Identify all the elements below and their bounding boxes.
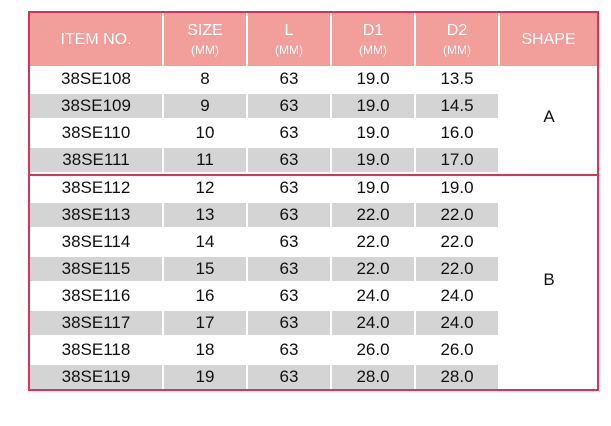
cell-d1: 19.0 xyxy=(356,123,390,142)
cell-item: 38SE111 xyxy=(30,148,162,172)
header-d1: D1 (MM) xyxy=(332,13,414,66)
header-unit: (MM) xyxy=(191,43,219,57)
spec-table: ITEM NO. SIZE (MM) L (MM) D1 (MM) D2 (MM… xyxy=(28,11,599,391)
cell-item: 38SE119 xyxy=(30,365,162,389)
cell-d2: 28.0 xyxy=(416,365,498,389)
cell-size: 9 xyxy=(164,94,246,118)
cell-size: 15 xyxy=(164,257,246,281)
shape-b: B xyxy=(543,270,555,289)
cell-l: 63 xyxy=(248,311,330,335)
cell-d1: 19.0 xyxy=(356,178,390,197)
cell-d2: 16.0 xyxy=(440,123,474,142)
cell-d2: 24.0 xyxy=(416,311,498,335)
cell-d1: 19.0 xyxy=(356,69,390,88)
cell-l: 63 xyxy=(248,94,330,118)
cell-d1: 19.0 xyxy=(332,94,414,118)
cell-l: 63 xyxy=(279,69,299,88)
cell-size: 8 xyxy=(200,69,210,88)
header-label: SHAPE xyxy=(521,30,576,48)
cell-item: 38SE108 xyxy=(61,69,131,88)
table-header: ITEM NO. SIZE (MM) L (MM) D1 (MM) D2 (MM… xyxy=(30,13,597,66)
header-label: SIZE xyxy=(187,22,223,39)
cell-l: 63 xyxy=(248,148,330,172)
table-row: 38SE108 8 63 19.0 13.5 xyxy=(30,67,498,94)
cell-d1: 24.0 xyxy=(332,311,414,335)
cell-size: 11 xyxy=(164,148,246,172)
header-unit: (MM) xyxy=(359,43,387,57)
cell-item: 38SE113 xyxy=(30,203,162,227)
header-l: L (MM) xyxy=(248,13,330,66)
table-row: 38SE113 13 63 22.0 22.0 xyxy=(30,203,498,230)
table-row: 38SE116 16 63 24.0 24.0 xyxy=(30,284,498,311)
cell-size: 10 xyxy=(195,123,215,142)
header-item-no: ITEM NO. xyxy=(30,13,162,66)
cell-item: 38SE117 xyxy=(30,311,162,335)
cell-item: 38SE109 xyxy=(30,94,162,118)
cell-d2: 26.0 xyxy=(440,340,474,359)
header-label: ITEM NO. xyxy=(60,30,132,48)
cell-d1: 19.0 xyxy=(332,148,414,172)
cell-size: 14 xyxy=(195,232,215,251)
cell-d2: 19.0 xyxy=(440,178,474,197)
cell-item: 38SE112 xyxy=(61,178,131,197)
table-row: 38SE114 14 63 22.0 22.0 xyxy=(30,230,498,257)
cell-d1: 24.0 xyxy=(356,286,390,305)
shape-a: A xyxy=(543,107,555,126)
cell-d2: 22.0 xyxy=(416,257,498,281)
cell-d2: 22.0 xyxy=(440,232,474,251)
cell-size: 12 xyxy=(195,178,215,197)
cell-d2: 17.0 xyxy=(416,148,498,172)
cell-size: 19 xyxy=(164,365,246,389)
cell-d1: 26.0 xyxy=(356,340,390,359)
header-label: L xyxy=(284,22,294,39)
cell-size: 16 xyxy=(195,286,215,305)
cell-l: 63 xyxy=(248,365,330,389)
cell-d1: 22.0 xyxy=(332,203,414,227)
table-row: 38SE119 19 63 28.0 28.0 xyxy=(30,365,498,392)
cell-d1: 22.0 xyxy=(332,257,414,281)
header-shape: SHAPE xyxy=(500,13,597,66)
cell-d2: 22.0 xyxy=(416,203,498,227)
cell-d1: 22.0 xyxy=(356,232,390,251)
cell-size: 17 xyxy=(164,311,246,335)
cell-d2: 14.5 xyxy=(416,94,498,118)
cell-item: 38SE116 xyxy=(61,286,131,305)
cell-size: 13 xyxy=(164,203,246,227)
table-row: 38SE110 10 63 19.0 16.0 xyxy=(30,121,498,148)
cell-size: 18 xyxy=(195,340,215,359)
table-row: 38SE112 12 63 19.0 19.0 xyxy=(30,176,498,203)
header-unit: (MM) xyxy=(443,43,471,57)
cell-item: 38SE110 xyxy=(61,123,131,142)
cell-l: 63 xyxy=(279,178,299,197)
cell-l: 63 xyxy=(248,203,330,227)
cell-l: 63 xyxy=(279,286,299,305)
cell-l: 63 xyxy=(279,123,299,142)
header-unit: (MM) xyxy=(275,43,303,57)
header-size: SIZE (MM) xyxy=(164,13,246,66)
cell-l: 63 xyxy=(279,232,299,251)
cell-d2: 13.5 xyxy=(440,69,474,88)
table-row: 38SE109 9 63 19.0 14.5 xyxy=(30,94,498,121)
cell-l: 63 xyxy=(248,257,330,281)
header-label: D1 xyxy=(362,22,384,39)
cell-item: 38SE115 xyxy=(30,257,162,281)
cell-d1: 28.0 xyxy=(332,365,414,389)
cell-item: 38SE114 xyxy=(61,232,131,251)
cell-d2: 24.0 xyxy=(440,286,474,305)
table-row: 38SE117 17 63 24.0 24.0 xyxy=(30,311,498,338)
group-divider xyxy=(30,174,597,176)
header-d2: D2 (MM) xyxy=(416,13,498,66)
cell-item: 38SE118 xyxy=(61,340,131,359)
table-row: 38SE111 11 63 19.0 17.0 xyxy=(30,148,498,175)
cell-l: 63 xyxy=(279,340,299,359)
table-row: 38SE115 15 63 22.0 22.0 xyxy=(30,257,498,284)
table-row: 38SE118 18 63 26.0 26.0 xyxy=(30,338,498,365)
header-label: D2 xyxy=(446,22,468,39)
